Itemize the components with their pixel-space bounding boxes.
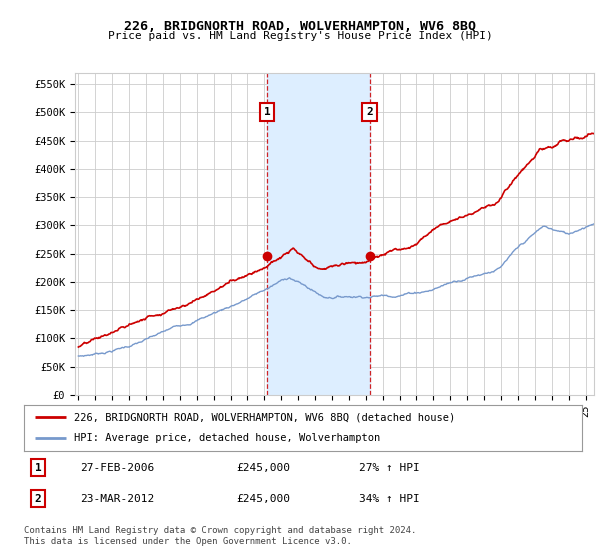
Text: 1: 1 [263,108,270,118]
Text: 226, BRIDGNORTH ROAD, WOLVERHAMPTON, WV6 8BQ (detached house): 226, BRIDGNORTH ROAD, WOLVERHAMPTON, WV6… [74,412,455,422]
Text: 23-MAR-2012: 23-MAR-2012 [80,494,154,503]
Text: 1: 1 [35,463,41,473]
Text: HPI: Average price, detached house, Wolverhampton: HPI: Average price, detached house, Wolv… [74,433,380,444]
Text: 2: 2 [366,108,373,118]
Text: 34% ↑ HPI: 34% ↑ HPI [359,494,419,503]
Bar [267,73,370,395]
Text: Price paid vs. HM Land Registry's House Price Index (HPI): Price paid vs. HM Land Registry's House … [107,31,493,41]
Text: 27% ↑ HPI: 27% ↑ HPI [359,463,419,473]
Text: £245,000: £245,000 [236,463,290,473]
Text: 226, BRIDGNORTH ROAD, WOLVERHAMPTON, WV6 8BQ: 226, BRIDGNORTH ROAD, WOLVERHAMPTON, WV6… [124,20,476,32]
Text: £245,000: £245,000 [236,494,290,503]
Text: This data is licensed under the Open Government Licence v3.0.: This data is licensed under the Open Gov… [24,538,352,547]
Text: 27-FEB-2006: 27-FEB-2006 [80,463,154,473]
Text: 2: 2 [35,494,41,503]
Text: Contains HM Land Registry data © Crown copyright and database right 2024.: Contains HM Land Registry data © Crown c… [24,526,416,535]
